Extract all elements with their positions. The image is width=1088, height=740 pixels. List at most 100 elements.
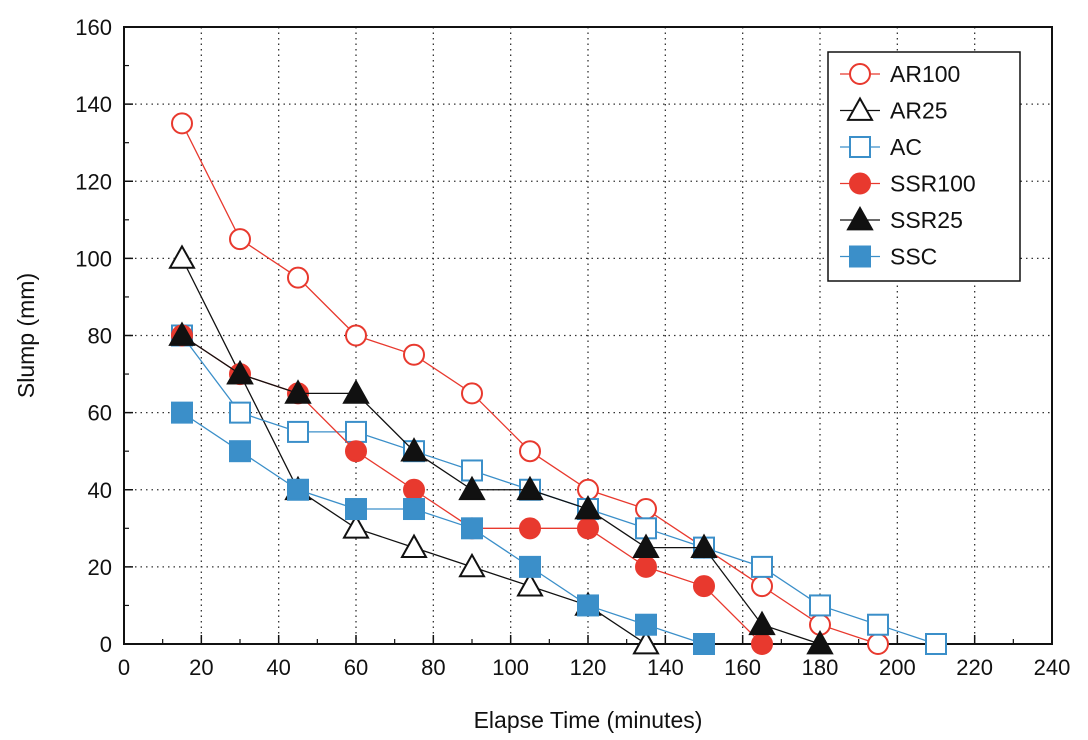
data-point (748, 610, 776, 636)
legend-item: AR100 (840, 61, 960, 87)
data-point (171, 401, 193, 424)
plot-area-frame (123, 26, 1053, 645)
y-tick-label: 120 (75, 169, 112, 194)
data-point (345, 498, 367, 521)
data-point (168, 244, 196, 269)
data-point (635, 613, 657, 636)
y-tick-label: 160 (75, 15, 112, 40)
legend-swatch-marker (849, 136, 871, 158)
grid (124, 27, 1052, 644)
legend-item: SSR25 (840, 205, 963, 233)
legend-label: SSR100 (890, 171, 976, 197)
data-point (403, 343, 425, 366)
x-axis-tick-labels: 0 20 40 60 80 100 120 140 160 180 200 220 240 (118, 655, 1070, 680)
legend-item: AC (840, 134, 922, 160)
data-point (577, 517, 599, 540)
data-point (693, 575, 715, 598)
data-point (287, 420, 309, 443)
data-point (345, 324, 367, 347)
y-tick-label: 80 (88, 324, 112, 349)
data-point (345, 440, 367, 463)
legend-box (827, 51, 1021, 282)
legend-item: AR25 (840, 96, 948, 124)
series-line (181, 334, 821, 645)
data-point (806, 629, 834, 655)
series-ssr25 (168, 321, 834, 655)
data-point (635, 555, 657, 578)
data-point (400, 533, 428, 558)
data-point (925, 633, 947, 655)
x-tick-label: 60 (344, 655, 368, 680)
data-point (867, 613, 889, 636)
data-point (632, 533, 660, 558)
data-point (229, 401, 251, 424)
x-tick-label: 240 (1034, 655, 1071, 680)
data-point (690, 533, 718, 558)
data-point (635, 498, 657, 521)
data-point (342, 514, 370, 539)
data-point (519, 440, 541, 463)
data-point (751, 575, 773, 598)
data-point (577, 594, 599, 617)
y-tick-label: 20 (88, 555, 112, 580)
data-point (461, 382, 483, 405)
y-axis-tick-labels: 0 20 40 60 80 100 120 140 160 (75, 15, 112, 657)
legend-swatch-marker (849, 172, 871, 195)
legend-item: SSC (840, 244, 937, 270)
data-point (516, 475, 544, 501)
x-tick-label: 40 (266, 655, 290, 680)
y-tick-label: 40 (88, 478, 112, 503)
data-point (519, 555, 541, 578)
data-point (168, 321, 196, 346)
data-point (287, 266, 309, 289)
legend-swatch-marker (849, 245, 871, 268)
x-tick-label: 220 (956, 655, 993, 680)
data-point (171, 112, 193, 135)
x-tick-label: 20 (189, 655, 213, 680)
y-tick-label: 0 (100, 632, 112, 657)
data-point (400, 437, 428, 462)
data-point (403, 478, 425, 501)
data-point (342, 379, 370, 404)
x-tick-label: 160 (724, 655, 761, 680)
legend-items: AR100 AR25 AC SSR100 SSR25 SSC (840, 61, 976, 270)
data-point (226, 360, 254, 385)
series-ssc (171, 401, 715, 655)
legend-label: SSR25 (890, 207, 963, 233)
data-point (284, 379, 312, 404)
legend: AR100 AR25 AC SSR100 SSR25 SSC (827, 51, 1021, 282)
legend-label: AR25 (890, 98, 948, 124)
y-tick-label: 100 (75, 246, 112, 271)
data-point (519, 517, 541, 540)
data-point (287, 478, 309, 501)
data-point (229, 228, 251, 251)
x-tick-label: 140 (647, 655, 684, 680)
data-point (461, 517, 483, 540)
data-point (751, 555, 773, 578)
legend-item: SSR100 (840, 171, 976, 197)
x-tick-label: 200 (879, 655, 916, 680)
y-tick-label: 140 (75, 92, 112, 117)
data-point (632, 629, 660, 655)
data-point (809, 594, 831, 617)
data-point (693, 633, 715, 655)
x-tick-label: 180 (802, 655, 839, 680)
y-tick-label: 60 (88, 401, 112, 426)
x-axis-title: Elapse Time (minutes) (474, 707, 703, 733)
series-line (181, 412, 705, 645)
data-point (345, 420, 367, 443)
legend-label: SSC (890, 244, 937, 270)
data-point (458, 552, 486, 578)
series-layer (168, 112, 947, 655)
legend-swatch-marker (846, 96, 874, 121)
legend-swatch-marker (849, 63, 871, 85)
data-point (751, 633, 773, 655)
x-tick-label: 80 (421, 655, 445, 680)
x-tick-label: 0 (118, 655, 130, 680)
legend-swatch-marker (846, 205, 874, 231)
data-point (458, 475, 486, 501)
data-point (516, 572, 544, 597)
data-point (403, 498, 425, 521)
data-point (867, 633, 889, 655)
